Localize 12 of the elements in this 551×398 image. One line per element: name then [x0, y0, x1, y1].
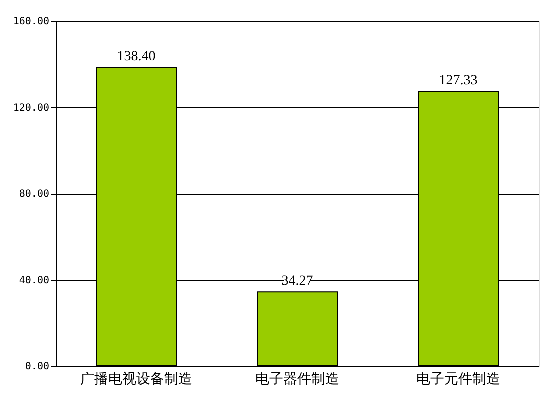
data-label: 138.40: [117, 50, 156, 65]
x-tick-label: 电子元件制造: [416, 372, 500, 388]
x-tick-label: 电子器件制造: [256, 372, 340, 388]
y-tick-label: 160.00: [13, 16, 50, 28]
y-tick-label: 0.00: [25, 362, 50, 372]
data-label: 34.27: [282, 274, 314, 290]
bar: [257, 292, 338, 366]
x-tick-label: 广播电视设备制造: [80, 372, 192, 388]
data-label: 127.33: [439, 73, 478, 88]
y-tick-label: 40.00: [19, 275, 50, 286]
y-tick-label: 120.00: [13, 102, 50, 114]
y-tick-label: 80.00: [19, 189, 50, 200]
